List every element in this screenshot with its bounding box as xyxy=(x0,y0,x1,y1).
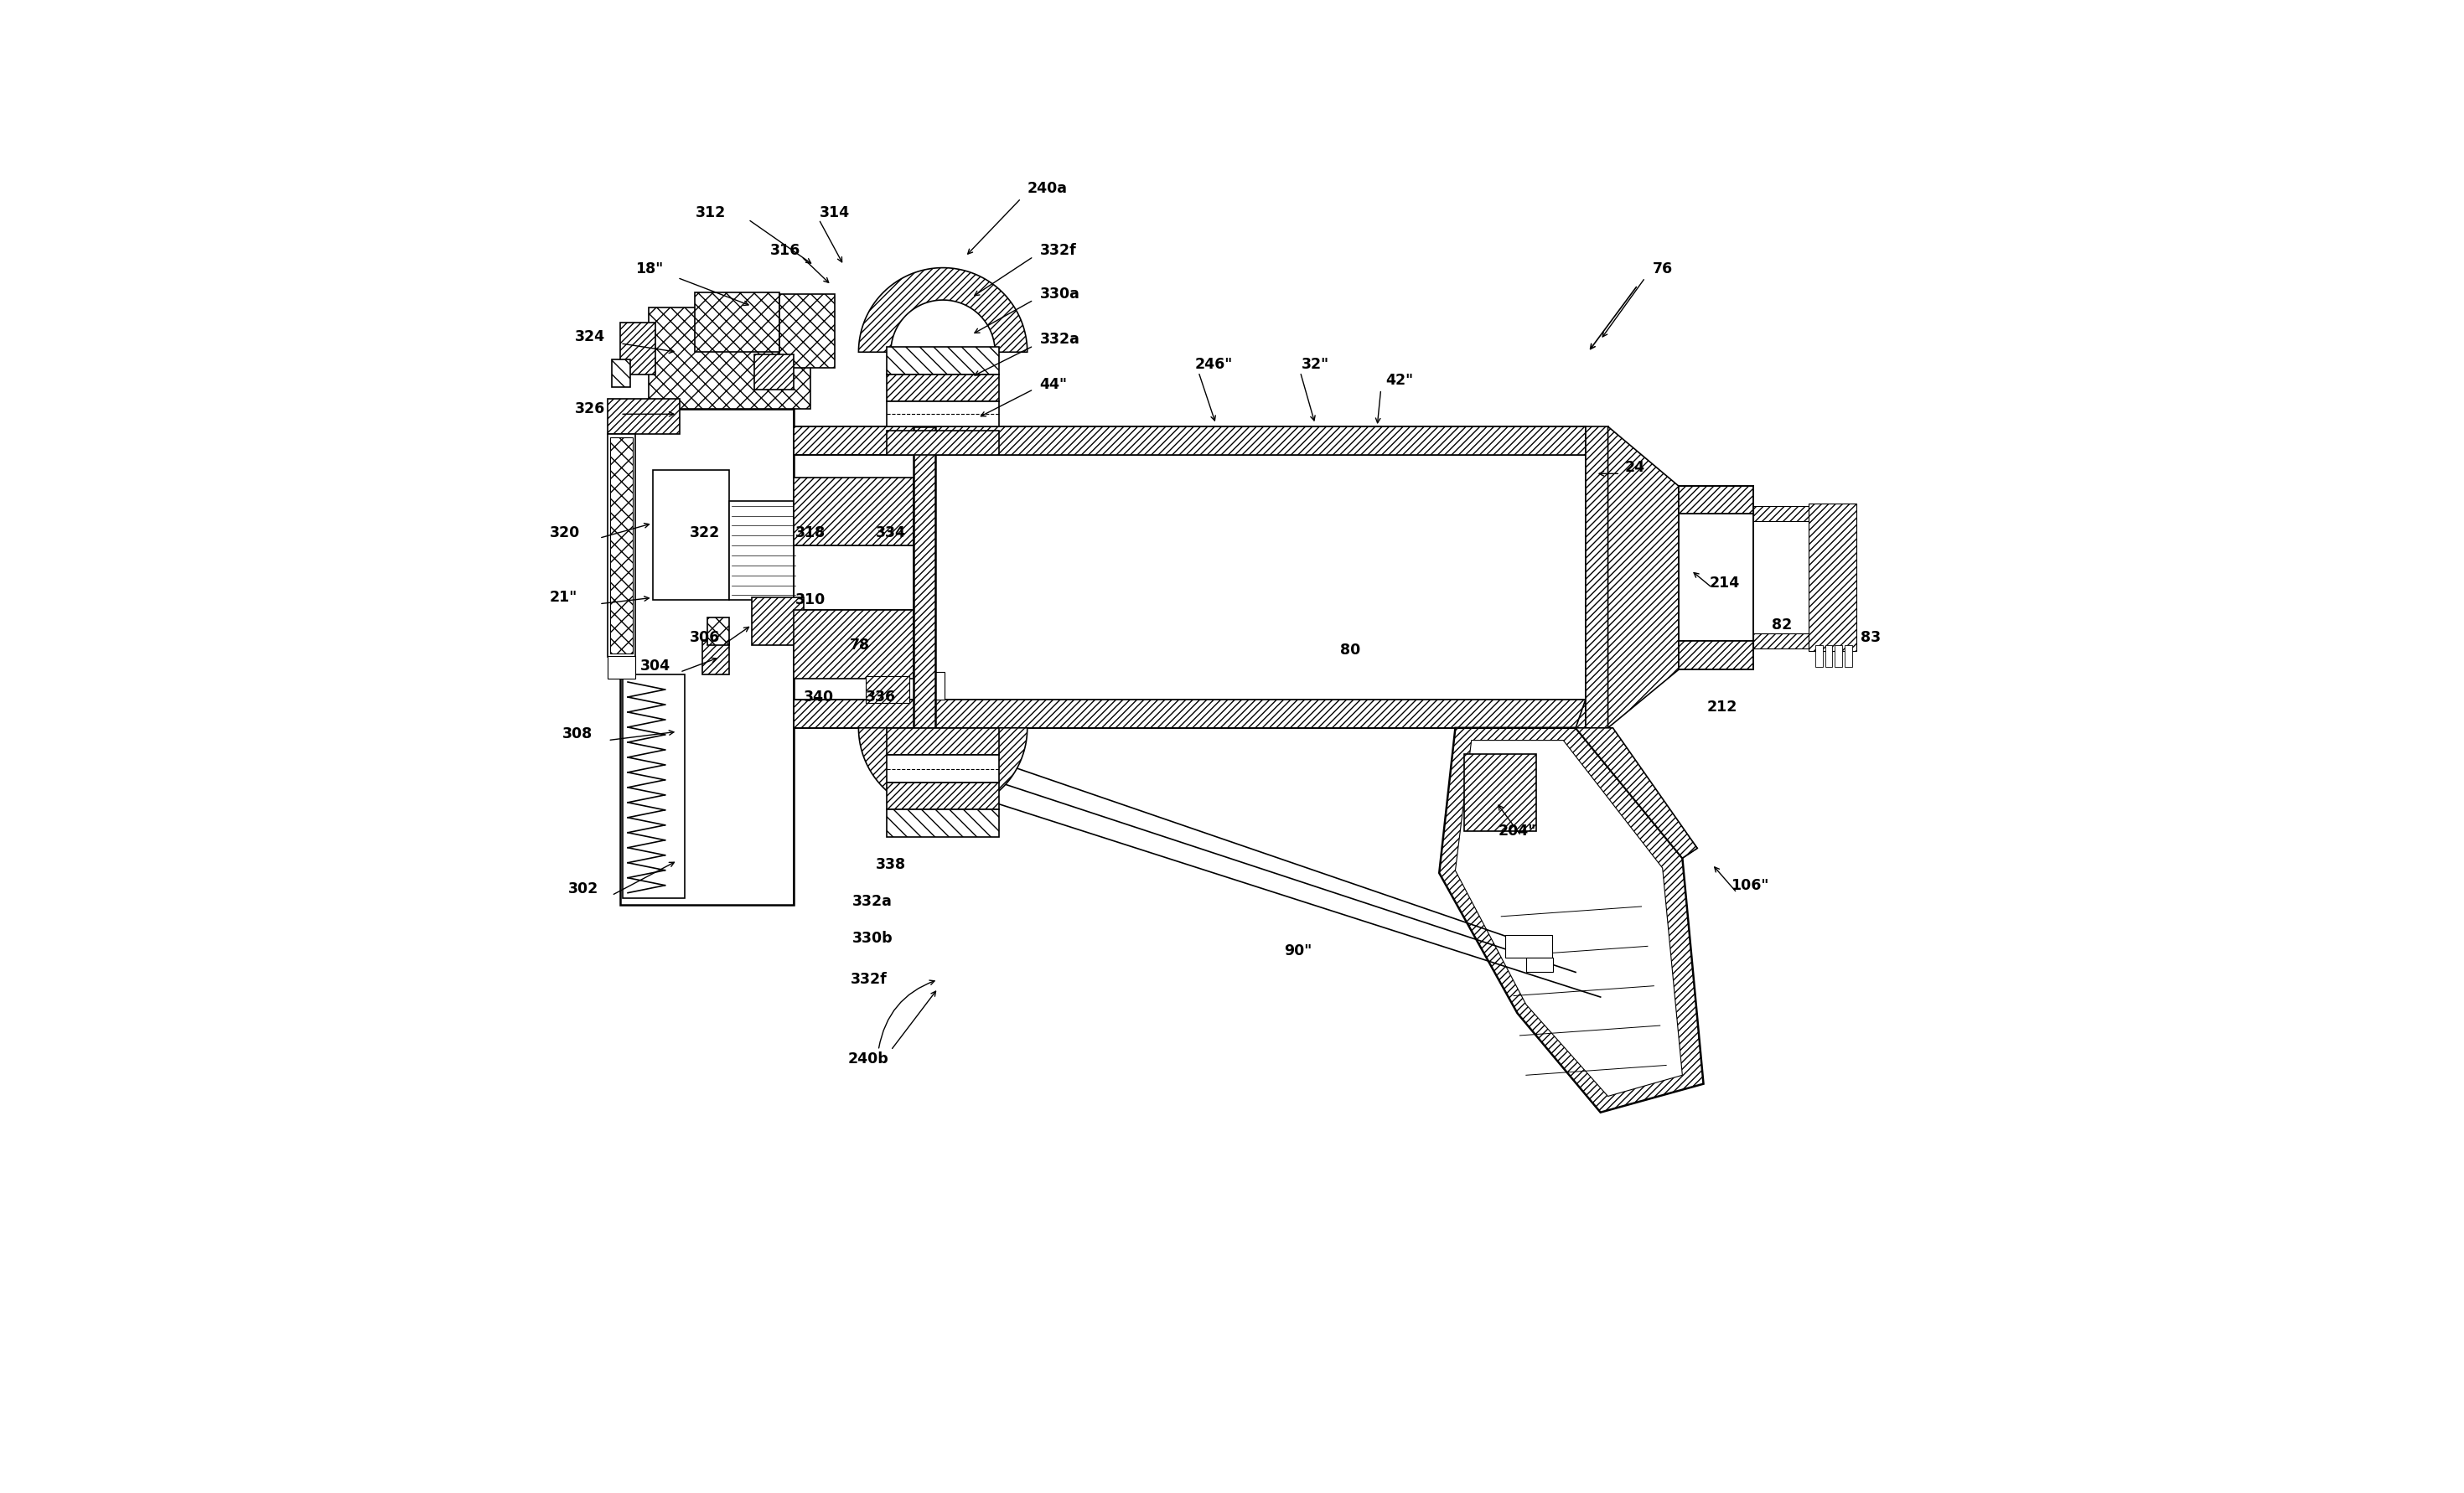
Bar xyxy=(653,470,729,600)
Text: 310: 310 xyxy=(796,593,825,608)
Bar xyxy=(1846,645,1853,667)
Bar xyxy=(1506,935,1552,957)
Bar xyxy=(793,478,914,545)
Text: 306: 306 xyxy=(690,630,719,645)
Bar xyxy=(929,427,1587,455)
Bar xyxy=(1816,645,1823,667)
Text: 302: 302 xyxy=(569,881,599,897)
Bar xyxy=(611,437,633,654)
Bar xyxy=(887,782,998,809)
Bar xyxy=(648,308,811,409)
Bar xyxy=(695,293,779,352)
Bar xyxy=(914,672,944,699)
Bar xyxy=(779,294,835,369)
Text: 316: 316 xyxy=(771,243,801,258)
Bar xyxy=(729,502,798,600)
Text: 83: 83 xyxy=(1860,630,1880,645)
Bar xyxy=(793,611,914,678)
Bar xyxy=(611,360,631,387)
Text: 106": 106" xyxy=(1730,878,1769,893)
Bar xyxy=(754,354,793,390)
Text: 332f: 332f xyxy=(1040,243,1077,258)
Bar xyxy=(1587,427,1609,729)
Text: 32": 32" xyxy=(1301,357,1328,372)
Bar xyxy=(752,597,803,645)
Bar xyxy=(865,676,909,703)
Text: 338: 338 xyxy=(875,857,907,872)
Text: 334: 334 xyxy=(875,526,907,540)
Bar xyxy=(1525,957,1552,972)
Text: 240b: 240b xyxy=(848,1051,890,1066)
Text: 240a: 240a xyxy=(1027,181,1067,196)
Text: 18": 18" xyxy=(636,261,663,276)
Bar xyxy=(1678,487,1752,514)
Text: 80: 80 xyxy=(1340,642,1360,657)
Text: 332f: 332f xyxy=(850,972,887,987)
Text: 330a: 330a xyxy=(1040,287,1079,302)
Bar xyxy=(1678,640,1752,669)
Text: 24: 24 xyxy=(1626,460,1646,475)
Bar xyxy=(621,322,655,375)
Bar xyxy=(887,430,998,455)
Bar xyxy=(793,699,929,729)
Text: 82: 82 xyxy=(1772,618,1791,633)
Text: 314: 314 xyxy=(821,206,850,221)
Polygon shape xyxy=(1609,427,1678,729)
Text: 44": 44" xyxy=(1040,376,1067,391)
Bar xyxy=(914,427,936,729)
Text: 332a: 332a xyxy=(1040,331,1079,348)
Bar xyxy=(1836,645,1843,667)
Text: 308: 308 xyxy=(562,727,591,742)
Text: 326: 326 xyxy=(574,402,604,417)
Text: 42": 42" xyxy=(1385,373,1414,388)
Bar xyxy=(1752,506,1809,521)
Text: 204": 204" xyxy=(1498,823,1538,839)
Text: 214: 214 xyxy=(1710,575,1740,590)
Polygon shape xyxy=(857,729,1027,812)
Text: 324: 324 xyxy=(574,330,604,345)
Text: 76: 76 xyxy=(1653,261,1673,276)
Text: 332a: 332a xyxy=(853,894,892,909)
Text: 212: 212 xyxy=(1708,699,1737,714)
Polygon shape xyxy=(1439,729,1703,1112)
Bar xyxy=(887,375,998,402)
Text: 246": 246" xyxy=(1195,357,1232,372)
Text: 320: 320 xyxy=(549,526,579,540)
Bar xyxy=(707,618,729,645)
Text: 322: 322 xyxy=(690,526,719,540)
Bar xyxy=(609,434,636,657)
Polygon shape xyxy=(857,267,1027,352)
Bar xyxy=(793,427,929,455)
Bar xyxy=(702,640,729,675)
Bar xyxy=(621,409,793,905)
Text: 312: 312 xyxy=(695,206,727,221)
Bar xyxy=(887,402,998,427)
Text: 21": 21" xyxy=(549,590,577,605)
Polygon shape xyxy=(1574,699,1698,858)
Text: 90": 90" xyxy=(1284,944,1311,959)
Bar xyxy=(929,455,1587,699)
Polygon shape xyxy=(1456,741,1683,1096)
Bar xyxy=(1678,514,1752,640)
Bar xyxy=(1464,754,1535,830)
Text: 330b: 330b xyxy=(853,932,892,947)
Bar xyxy=(887,729,998,755)
Bar xyxy=(929,699,1587,729)
Bar xyxy=(887,809,998,838)
Bar xyxy=(887,755,998,782)
Bar xyxy=(1826,645,1833,667)
Text: 318: 318 xyxy=(796,526,825,540)
Bar xyxy=(609,399,680,434)
Bar xyxy=(623,675,685,897)
Text: 304: 304 xyxy=(641,658,670,673)
Bar xyxy=(1809,503,1855,651)
Polygon shape xyxy=(1574,729,1698,858)
Text: 336: 336 xyxy=(865,690,897,705)
Bar xyxy=(1752,633,1809,648)
Text: 78: 78 xyxy=(850,638,870,652)
Bar xyxy=(609,655,636,678)
Text: 340: 340 xyxy=(803,690,833,705)
Bar xyxy=(887,348,998,375)
Bar xyxy=(793,545,914,611)
